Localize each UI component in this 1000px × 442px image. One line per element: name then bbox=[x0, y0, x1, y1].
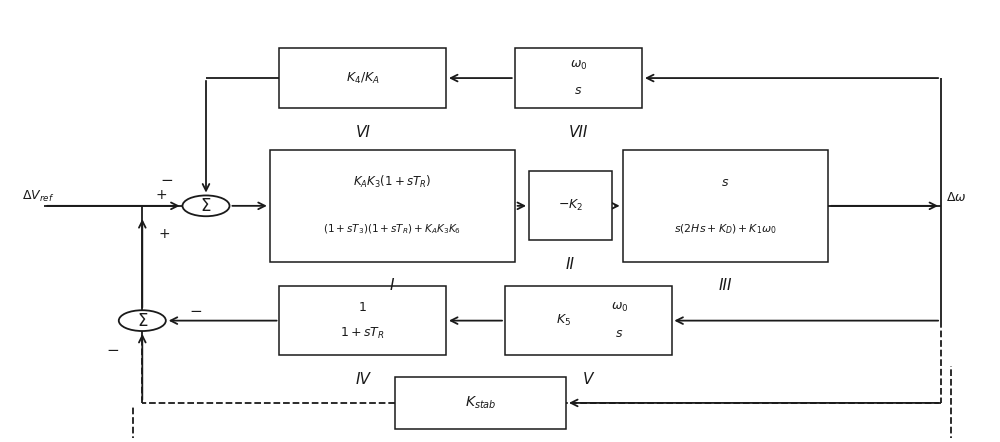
Text: $\omega_0$: $\omega_0$ bbox=[611, 301, 628, 314]
Text: VI: VI bbox=[355, 125, 370, 140]
Text: $\Sigma$: $\Sigma$ bbox=[137, 312, 148, 330]
Text: $s$: $s$ bbox=[615, 327, 624, 340]
Text: $+$: $+$ bbox=[158, 227, 170, 240]
Text: II: II bbox=[566, 257, 575, 272]
FancyBboxPatch shape bbox=[622, 149, 828, 262]
Text: VII: VII bbox=[569, 125, 588, 140]
Text: $K_4/K_A$: $K_4/K_A$ bbox=[346, 71, 380, 86]
Text: $1+sT_R$: $1+sT_R$ bbox=[340, 326, 385, 341]
Text: $\Delta V_{ref}$: $\Delta V_{ref}$ bbox=[22, 189, 54, 204]
Text: V: V bbox=[583, 372, 593, 387]
Text: $K_5$: $K_5$ bbox=[556, 313, 571, 328]
FancyBboxPatch shape bbox=[279, 48, 446, 108]
Text: $\omega_0$: $\omega_0$ bbox=[570, 59, 587, 72]
Text: $s$: $s$ bbox=[574, 84, 583, 97]
FancyBboxPatch shape bbox=[505, 286, 672, 355]
Text: I: I bbox=[390, 278, 394, 293]
Text: $1$: $1$ bbox=[358, 301, 367, 314]
FancyBboxPatch shape bbox=[395, 377, 566, 429]
FancyBboxPatch shape bbox=[515, 48, 642, 108]
Text: $\Delta\omega$: $\Delta\omega$ bbox=[946, 191, 966, 204]
FancyBboxPatch shape bbox=[529, 171, 612, 240]
Text: $\Sigma$: $\Sigma$ bbox=[200, 197, 212, 215]
Text: $K_{stab}$: $K_{stab}$ bbox=[465, 395, 496, 411]
Text: $s\left(2Hs+K_D\right)+K_1\omega_0$: $s\left(2Hs+K_D\right)+K_1\omega_0$ bbox=[674, 223, 777, 236]
FancyBboxPatch shape bbox=[279, 286, 446, 355]
Text: $-K_2$: $-K_2$ bbox=[558, 198, 583, 213]
Text: $-$: $-$ bbox=[160, 171, 173, 186]
FancyBboxPatch shape bbox=[270, 149, 515, 262]
Text: $-$: $-$ bbox=[189, 302, 202, 317]
Text: +: + bbox=[155, 188, 167, 202]
Text: $-$: $-$ bbox=[106, 341, 119, 356]
Text: IV: IV bbox=[355, 372, 370, 387]
Text: $\left(1+sT_3\right)\left(1+sT_R\right)+K_AK_3K_6$: $\left(1+sT_3\right)\left(1+sT_R\right)+… bbox=[323, 223, 461, 236]
Text: $K_AK_3\left(1+sT_R\right)$: $K_AK_3\left(1+sT_R\right)$ bbox=[353, 174, 431, 190]
Text: $s$: $s$ bbox=[721, 175, 730, 189]
Text: III: III bbox=[719, 278, 732, 293]
